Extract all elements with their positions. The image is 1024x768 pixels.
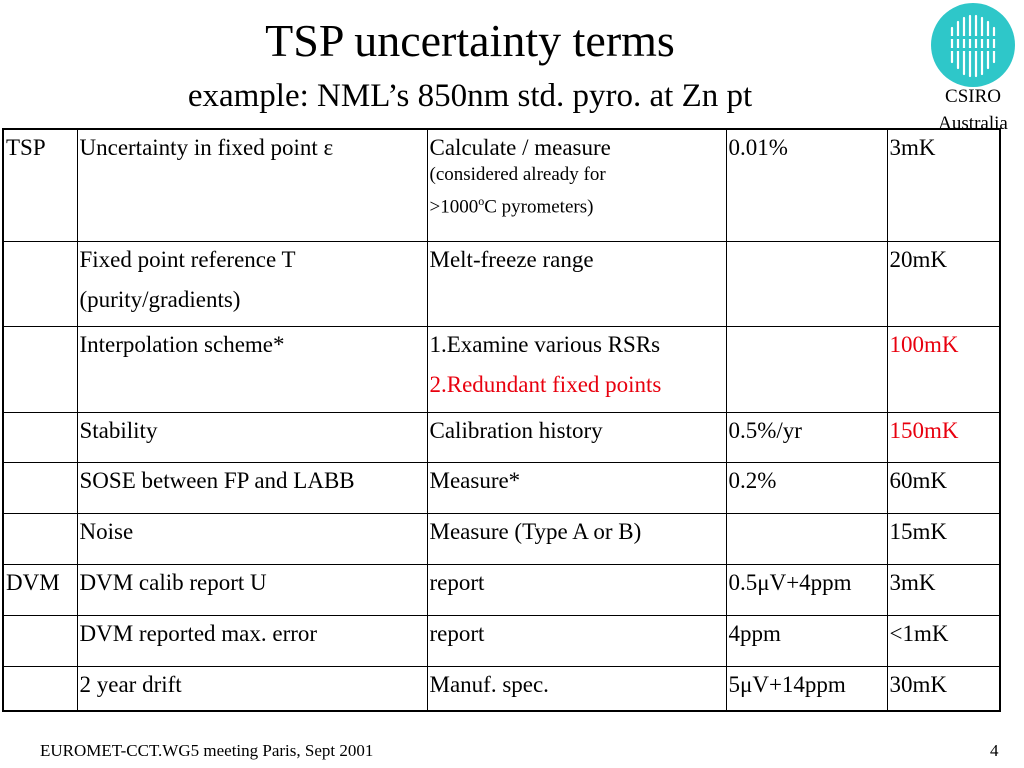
cell-method: Melt-freeze range [426,240,727,327]
cell-method: Measure* [426,461,727,514]
cell-group [2,665,78,712]
term-text: Fixed point reference T [79,246,296,272]
cell-value: 4ppm [725,614,888,667]
cell-group [2,461,78,514]
method-note-1: (considered already for [429,164,606,185]
table-row: DVM DVM calib report U report 0.5μV+4ppm… [2,563,1001,616]
cell-term: 2 year drift [76,665,428,712]
table-row: 2 year drift Manuf. spec. 5μV+14ppm 30mK [2,665,1001,712]
cell-temp: 15mK [886,512,1001,565]
method-note-2: >1000oC pyrometers) [430,188,724,220]
cell-temp: 30mK [886,665,1001,712]
cell-temp: 150mK [886,411,1001,463]
cell-group [2,240,78,327]
cell-value: 5μV+14ppm [725,665,888,712]
footer-meeting: EUROMET-CCT.WG5 meeting Paris, Sept 2001 [40,741,374,760]
cell-term: Fixed point reference T (purity/gradient… [76,240,428,327]
cell-method: report [426,563,727,616]
cell-temp: <1mK [886,614,1001,667]
method-text-2: 2.Redundant fixed points [429,371,662,397]
cell-term: Interpolation scheme* [76,325,428,413]
cell-term: DVM calib report U [76,563,428,616]
cell-term: Noise [76,512,428,565]
table-row: Noise Measure (Type A or B) 15mK [2,512,1001,565]
cell-term: DVM reported max. error [76,614,428,667]
cell-method: report [426,614,727,667]
cell-value: 0.5μV+4ppm [725,563,888,616]
cell-temp: 60mK [886,461,1001,514]
cell-temp: 3mK [886,128,1001,242]
uncertainty-table: TSP Uncertainty in fixed point ε Calcula… [2,128,1001,712]
cell-value [725,240,888,327]
logo-name: CSIRO [945,86,1001,107]
cell-value [725,325,888,413]
method-note-2-sup: o [478,194,485,208]
cell-term: Stability [76,411,428,463]
method-text: Calculate / measure [429,135,611,160]
cell-term: Uncertainty in fixed point ε [76,128,428,242]
table-row: Fixed point reference T (purity/gradient… [2,240,1001,327]
cell-temp: 100mK [886,325,1001,413]
cell-group [2,411,78,463]
cell-method: Measure (Type A or B) [426,512,727,565]
cell-method: 1.Examine various RSRs 2.Redundant fixed… [426,325,727,413]
cell-temp: 3mK [886,563,1001,616]
method-note-2-pre: >1000 [429,196,479,218]
slide-subtitle: example: NML’s 850nm std. pyro. at Zn pt [187,78,753,114]
csiro-logo-icon [931,3,1015,87]
slide-title: TSP uncertainty terms [265,15,675,66]
cell-group: TSP [2,128,78,242]
cell-method: Manuf. spec. [426,665,727,712]
cell-method: Calculate / measure (considered already … [426,128,727,242]
cell-group [2,614,78,667]
page-number: 4 [990,741,999,760]
table-row: Stability Calibration history 0.5%/yr 15… [2,411,1001,463]
method-text: 1.Examine various RSRs [429,331,661,357]
cell-value: 0.01% [725,128,888,242]
table-row: DVM reported max. error report 4ppm <1mK [2,614,1001,667]
cell-value: 0.5%/yr [725,411,888,463]
table-row: SOSE between FP and LABB Measure* 0.2% 6… [2,461,1001,514]
cell-term: SOSE between FP and LABB [76,461,428,514]
cell-value: 0.2% [725,461,888,514]
method-note-2-post: C pyrometers) [484,196,594,218]
cell-temp: 20mK [886,240,1001,327]
cell-group: DVM [2,563,78,616]
cell-group [2,512,78,565]
cell-method: Calibration history [426,411,727,463]
term-text-2: (purity/gradients) [79,286,241,312]
cell-group [2,325,78,413]
table-row: Interpolation scheme* 1.Examine various … [2,325,1001,413]
cell-value [725,512,888,565]
table-row: TSP Uncertainty in fixed point ε Calcula… [2,128,1001,242]
